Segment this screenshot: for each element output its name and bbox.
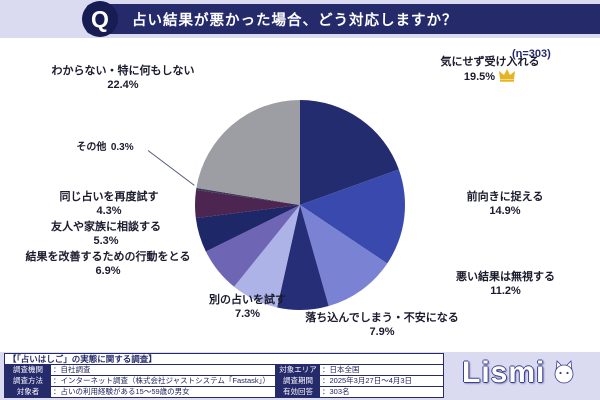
pie-slice-4 xyxy=(234,205,300,308)
pie-slice-6 xyxy=(195,205,300,252)
pie-pct-other: 0.3% xyxy=(110,142,134,153)
survey-row-value: ：日本全国 xyxy=(322,365,360,374)
survey-info-table: 【「占いはしご」の実態に関する調査】 調査機関 ：自社調査 調査方法 ：インター… xyxy=(4,353,444,398)
pie-slice-7 xyxy=(194,189,300,219)
survey-info-left-column: 調査機関 ：自社調査 調査方法 ：インターネット調査（株式会社ジャストシステム「… xyxy=(4,365,276,398)
pie-pct-accept: 19.5% xyxy=(463,71,496,83)
table-row: 対象者 ：占いの利用経験がある15～59歳の男女 xyxy=(4,387,276,398)
survey-row-value: ：自社調査 xyxy=(53,365,91,374)
pie-label-try-another: 別の占いを試す 7.3% xyxy=(190,294,305,321)
survey-row-label: 対象エリア xyxy=(276,365,320,375)
pie-label-ignore: 悪い結果は無視する 11.2% xyxy=(428,271,583,298)
table-row: 調査機関 ：自社調査 xyxy=(4,365,276,376)
table-row: 有効回答 ：303名 xyxy=(276,387,444,398)
pie-label-accept: 気にせず受け入れる 19.5% xyxy=(440,56,540,83)
survey-row-value: ：2025年3月27日～4月3日 xyxy=(322,376,413,385)
pie-pct-retry-same: 4.3% xyxy=(96,205,122,217)
survey-row-value: ：占いの利用経験がある15～59歳の男女 xyxy=(53,387,190,396)
survey-row-value: ：303名 xyxy=(322,387,350,396)
pie-slice-2 xyxy=(300,205,388,307)
survey-title: 【「占いはしご」の実態に関する調査】 xyxy=(4,353,444,365)
pie-label-dont-know: わからない・特に何もしない 22.4% xyxy=(14,65,232,92)
pie-label-retry-same: 同じ占いを再度試す 4.3% xyxy=(30,191,188,218)
question-header-bar: 占い結果が悪かった場合、どう対応しますか？ xyxy=(86,4,600,34)
survey-row-label: 調査方法 xyxy=(5,376,51,386)
pie-label-other: その他 0.3% xyxy=(76,142,134,153)
pie-slice-3 xyxy=(277,205,329,310)
survey-row-value: ：インターネット調査（株式会社ジャストシステム「Fastask」） xyxy=(53,376,270,385)
pie-pct-ignore: 11.2% xyxy=(490,285,521,297)
q-icon-letter: Q xyxy=(91,5,109,32)
pie-slice-0 xyxy=(300,100,399,205)
pie-slice-9 xyxy=(196,100,300,205)
pie-pct-take-action: 6.9% xyxy=(95,265,121,277)
pie-pct-consult: 5.3% xyxy=(93,235,119,247)
lismi-logo-text: Lismi xyxy=(462,356,546,389)
survey-row-label: 調査機関 xyxy=(5,365,51,375)
pie-label-depressed: 落ち込んでしまう・不安になる 7.9% xyxy=(298,312,466,339)
cat-icon xyxy=(554,360,574,384)
crown-icon xyxy=(499,69,516,82)
pie-slice-5 xyxy=(205,205,300,287)
survey-row-label: 対象者 xyxy=(5,387,51,397)
table-row: 調査方法 ：インターネット調査（株式会社ジャストシステム「Fastask」） xyxy=(4,376,276,387)
pie-pct-positive: 14.9% xyxy=(489,205,521,217)
sample-size-label: (n=303) xyxy=(512,48,551,60)
pie-label-consult: 友人や家族に相談する 5.3% xyxy=(25,221,187,248)
survey-row-label: 調査期間 xyxy=(276,376,320,386)
survey-info-right-column: 対象エリア ：日本全国 調査期間 ：2025年3月27日～4月3日 有効回答 ：… xyxy=(276,365,444,398)
pie-chart xyxy=(194,100,405,310)
survey-row-label: 有効回答 xyxy=(276,387,320,397)
lismi-logo: Lismi xyxy=(462,356,578,390)
question-title: 占い結果が悪かった場合、どう対応しますか？ xyxy=(132,12,458,29)
pie-pct-try-another: 7.3% xyxy=(234,308,261,320)
pie-slice-1 xyxy=(300,169,405,264)
pie-pct-dont-know: 22.4% xyxy=(107,79,139,91)
table-row: 調査期間 ：2025年3月27日～4月3日 xyxy=(276,376,444,387)
pie-slice-8 xyxy=(196,187,300,205)
pie-label-take-action: 結果を改善するための行動をとる 6.9% xyxy=(10,251,206,278)
pie-label-positive: 前向きに捉える 14.9% xyxy=(440,191,570,218)
pie-pct-depressed: 7.9% xyxy=(369,326,395,338)
table-row: 対象エリア ：日本全国 xyxy=(276,365,444,376)
question-q-icon: Q xyxy=(82,1,118,37)
